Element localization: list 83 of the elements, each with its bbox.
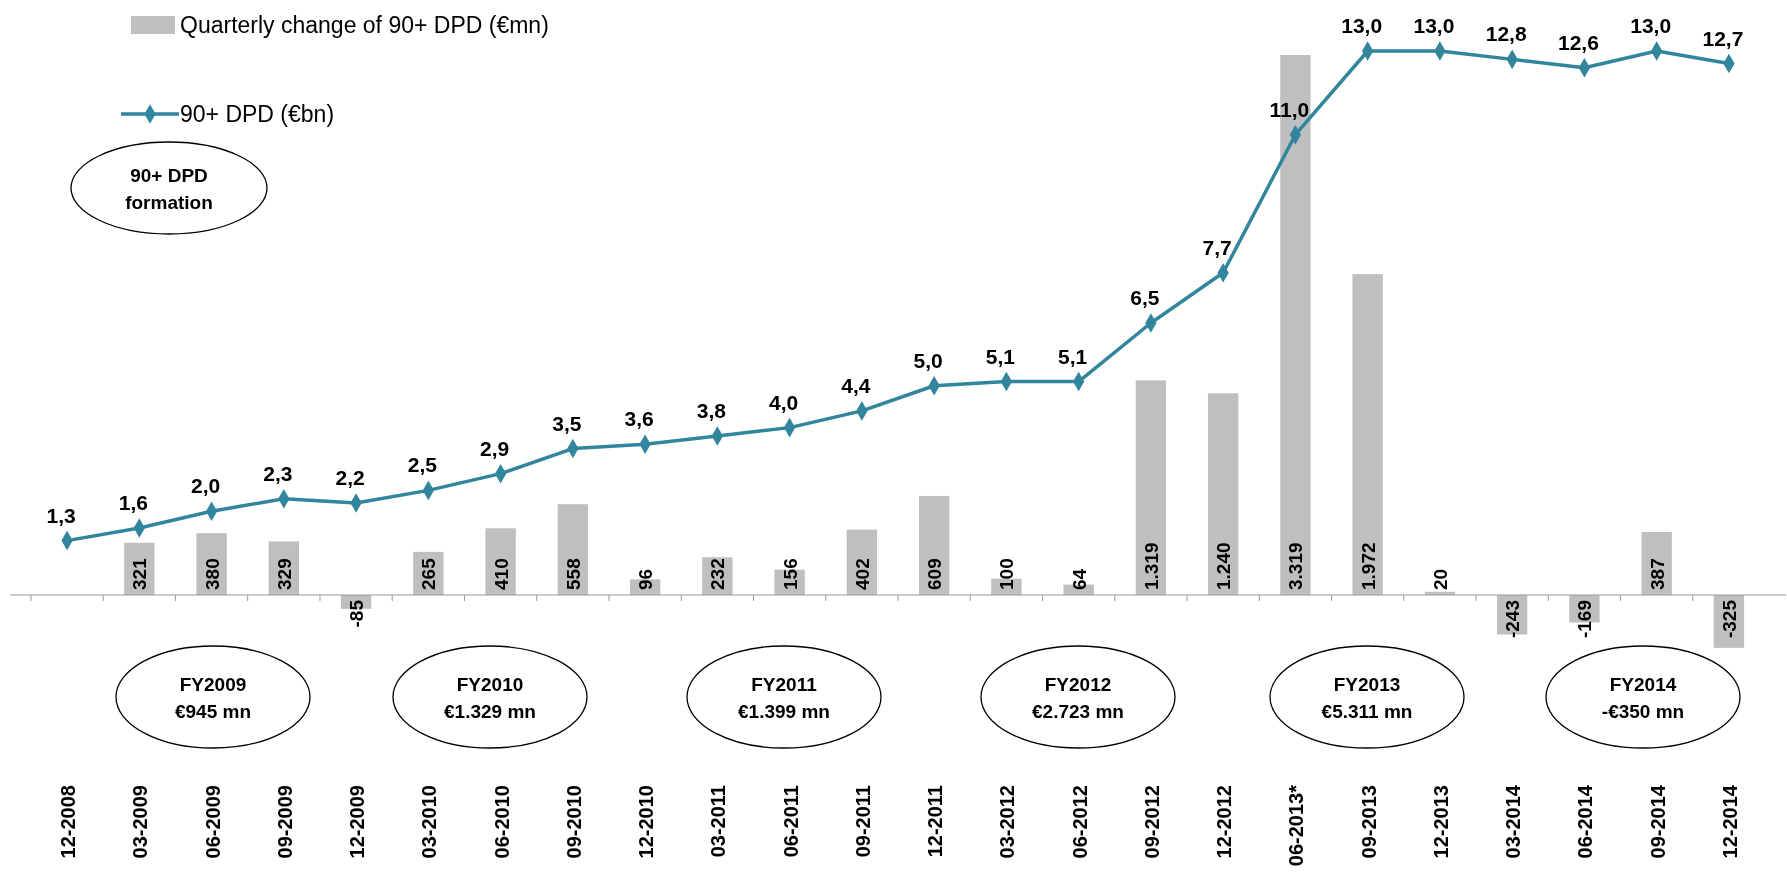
data-label: 1.319 xyxy=(1140,542,1162,590)
data-label: -85 xyxy=(346,599,368,628)
data-label: 13,0 xyxy=(1341,14,1383,37)
data-label: 3,6 xyxy=(624,407,654,431)
data-label: 4,0 xyxy=(769,390,799,414)
x-tick-label: 12-2009 xyxy=(346,785,369,859)
x-tick-label: 09-2013 xyxy=(1357,785,1380,859)
data-label: 11,0 xyxy=(1269,97,1310,121)
data-label: 232 xyxy=(707,558,729,590)
x-tick-label: 12-2014 xyxy=(1718,784,1741,859)
data-label: 3.319 xyxy=(1285,542,1307,590)
x-tick-label: 09-2010 xyxy=(562,785,585,859)
data-label: 3,5 xyxy=(552,411,582,435)
x-tick-label: 06-2010 xyxy=(490,785,513,859)
x-tick-label: 09-2011 xyxy=(851,785,874,858)
x-tick-label: 06-2011 xyxy=(779,785,802,858)
text: FY2011 €1.399 mn xyxy=(738,673,830,722)
data-label: 1,6 xyxy=(118,491,148,515)
data-label: 558 xyxy=(562,558,584,590)
data-label: 329 xyxy=(273,558,295,590)
data-label: 321 xyxy=(129,557,151,590)
data-label: 4,4 xyxy=(841,373,871,397)
data-label: 402 xyxy=(851,558,873,590)
x-tick-label: 12-2013 xyxy=(1429,785,1452,859)
data-label: 6,5 xyxy=(1130,286,1160,309)
data-label: 410 xyxy=(490,558,512,590)
data-label: 609 xyxy=(924,558,946,590)
x-tick-label: 09-2009 xyxy=(273,785,296,859)
text: FY2010 €1.329 mn xyxy=(444,673,536,722)
data-label: 156 xyxy=(779,558,801,590)
data-label: 1,3 xyxy=(46,503,76,527)
data-label: 2,0 xyxy=(190,474,221,498)
data-label: 2,3 xyxy=(263,461,293,485)
data-label: 1.972 xyxy=(1357,542,1379,590)
x-tick-label: 06-2014 xyxy=(1574,784,1597,859)
data-label: 2,5 xyxy=(407,453,438,477)
x-tick-label: 12-2011 xyxy=(924,785,947,858)
text: FY2013 €5.311 mn xyxy=(1321,673,1413,722)
data-label: -243 xyxy=(1502,600,1524,639)
data-label: 100 xyxy=(996,558,1018,590)
data-label: 387 xyxy=(1646,558,1668,590)
bar xyxy=(1352,274,1383,595)
x-tick-label: 03-2010 xyxy=(418,785,441,859)
data-label: -325 xyxy=(1718,599,1740,639)
data-label: 13,0 xyxy=(1630,14,1672,37)
data-label: 12,7 xyxy=(1702,26,1744,50)
data-label: 5,1 xyxy=(985,344,1016,368)
legend-label: Quarterly change of 90+ DPD (€mn) xyxy=(180,12,549,38)
x-tick-label: 12-2010 xyxy=(635,785,658,859)
bar xyxy=(1135,380,1167,595)
x-tick-label: 12-2012 xyxy=(1213,785,1236,859)
x-tick-label: 09-2012 xyxy=(1140,785,1163,859)
data-label: 265 xyxy=(418,557,440,590)
text: FY2012 €2.723 mn xyxy=(1032,673,1124,722)
x-tick-label: 06-2012 xyxy=(1068,785,1091,859)
data-label: 7,7 xyxy=(1202,235,1232,259)
data-label: 2,2 xyxy=(335,465,365,489)
x-tick-label: 12-2008 xyxy=(57,785,80,859)
data-label: 13,0 xyxy=(1413,14,1455,37)
data-label: 20 xyxy=(1429,568,1451,590)
data-label: 96 xyxy=(635,568,657,590)
text: FY2014 -€350 mn xyxy=(1601,673,1685,722)
data-label: 3,8 xyxy=(696,398,727,422)
data-label: 2,9 xyxy=(480,436,510,460)
data-label: 5,1 xyxy=(1058,344,1088,368)
x-tick-label: 09-2014 xyxy=(1646,784,1669,859)
data-label: 64 xyxy=(1068,568,1090,590)
x-tick-label: 06-2009 xyxy=(201,785,224,859)
x-tick-label: 03-2014 xyxy=(1502,784,1525,859)
x-tick-label: 03-2012 xyxy=(996,785,1019,859)
data-label: -169 xyxy=(1574,600,1596,639)
data-label: 380 xyxy=(201,558,223,590)
annotation: 90+ DPD formation xyxy=(125,164,213,213)
bar xyxy=(1207,393,1239,595)
data-label: 12,8 xyxy=(1485,22,1527,46)
x-tick-label: 03-2011 xyxy=(707,785,730,858)
data-label: 12,6 xyxy=(1557,30,1599,54)
x-tick-label: 03-2009 xyxy=(129,785,152,859)
data-label: 1.240 xyxy=(1213,542,1235,590)
data-label: 5,0 xyxy=(913,348,943,372)
text: FY2009 €945 mn xyxy=(174,673,252,722)
x-tick-label: 06-2013* xyxy=(1285,784,1308,867)
legend-label: 90+ DPD (€bn) xyxy=(180,101,335,127)
